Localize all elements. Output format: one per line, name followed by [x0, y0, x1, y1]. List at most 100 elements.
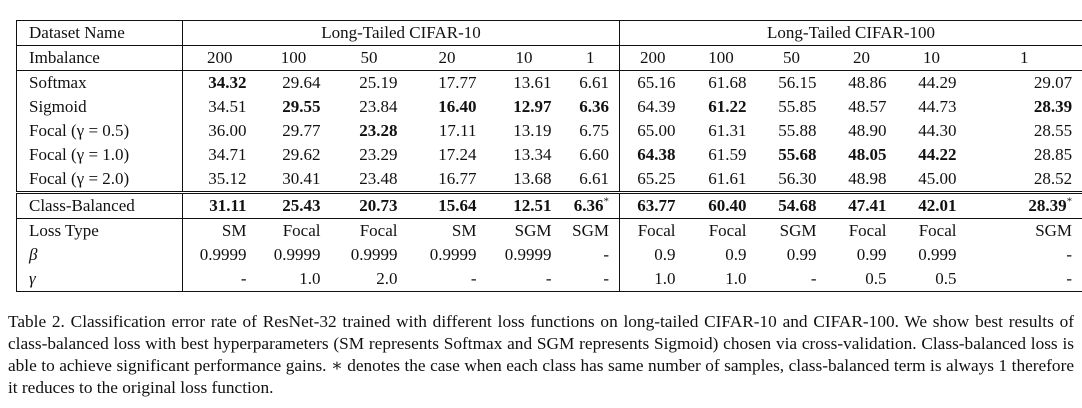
imbalance-100-c100: 100 — [685, 45, 757, 71]
table-cell-bold: 60.40 — [708, 196, 747, 215]
table-cell-bold: 25.43 — [282, 196, 321, 215]
loss-type-row: Loss Type SM Focal Focal SM SGM SGM Focal Focal S… — [16, 218, 1082, 243]
table-cell: SGM — [486, 218, 562, 243]
table-cell-bold: 34.32 — [208, 73, 247, 92]
table-cell: 55.88 — [778, 121, 817, 140]
table-cell-bold: 61.22 — [708, 97, 747, 116]
cifar100-header: Long-Tailed CIFAR-100 — [619, 20, 1082, 46]
table-cell-bold: 29.55 — [282, 97, 321, 116]
table-cell: 35.12 — [208, 169, 247, 188]
table-cell: 17.11 — [438, 121, 477, 140]
table-cell: SM — [182, 218, 257, 243]
table-cell: SGM — [561, 218, 620, 243]
table-row: Sigmoid 34.51 29.55 23.84 16.40 12.97 6.36 64.3… — [16, 95, 1082, 119]
table-cell-bold: 28.39 — [1033, 97, 1073, 116]
table-cell: - — [182, 267, 257, 292]
table-cell: 15.64 — [407, 191, 487, 219]
table-cell-bold: 44.22 — [918, 145, 957, 164]
table-cell: 0.99 — [856, 245, 887, 264]
gamma-row: γ -1.0 2.0- - -1.0 1.0-0.5 0.5- — [16, 267, 1082, 292]
table-cell: 65.00 — [637, 121, 676, 140]
star-marker: * — [1066, 195, 1073, 208]
results-table: Dataset Name Long-Tailed CIFAR-10 Long-T… — [16, 20, 1082, 292]
row-label: Softmax — [16, 70, 183, 95]
table-cell: 48.05 — [827, 143, 897, 167]
table-cell: 55.85 — [778, 97, 817, 116]
table-cell: 48.98 — [848, 169, 887, 188]
table-cell: 48.86 — [826, 70, 897, 95]
table-cell: 13.34 — [513, 145, 552, 164]
table-cell: 61.22 — [686, 95, 757, 119]
table-cell: 28.39 — [966, 95, 1082, 119]
table-cell-bold: 23.28 — [359, 121, 398, 140]
table-cell: 0.5 — [826, 267, 897, 292]
table-cell: Focal — [826, 218, 897, 243]
imbalance-10-c100: 10 — [896, 45, 967, 71]
table-cell: 13.68 — [513, 169, 552, 188]
table-cell: 29.07 — [966, 70, 1082, 95]
beta-row: β 0.9999 0.9999 0.9999 0.9999 0.9999-0.9 0.9 0.… — [16, 243, 1082, 267]
table-cell: 36.00 — [208, 121, 247, 140]
table-cell: Focal — [330, 218, 408, 243]
table-cell: 6.75 — [561, 119, 620, 143]
table-cell: - — [561, 243, 620, 267]
table-cell: 61.31 — [708, 121, 747, 140]
table-cell: 23.29 — [359, 145, 398, 164]
table-cell: 29.64 — [256, 70, 331, 95]
table-cell: 12.97 — [487, 95, 562, 119]
table-cell: 56.15 — [756, 70, 827, 95]
table-cell-bold: 6.36 — [579, 97, 609, 116]
table-cell: 25.43 — [256, 191, 331, 219]
imbalance-20-c10: 20 — [407, 45, 487, 71]
table-cell: 56.30 — [778, 169, 817, 188]
table-cell: 0.999 — [918, 245, 957, 264]
table-cell: 44.22 — [897, 143, 967, 167]
table-cell: 29.55 — [257, 95, 331, 119]
table-cell: 34.71 — [208, 145, 247, 164]
table-cell: 31.11 — [182, 191, 257, 219]
imbalance-1-c10: 1 — [561, 45, 620, 71]
header-row-datasets: Dataset Name Long-Tailed CIFAR-10 Long-T… — [16, 20, 1082, 46]
table-cell: 2.0 — [330, 267, 408, 292]
table-cell: 23.48 — [359, 169, 398, 188]
imbalance-200-c10: 200 — [182, 45, 257, 71]
table-cell: 65.16 — [619, 70, 686, 95]
table-cell: 6.36 — [561, 95, 620, 119]
row-label: Focal (γ = 2.0) — [16, 167, 183, 193]
row-label: Focal (γ = 1.0) — [16, 143, 183, 167]
table-cell: SM — [407, 218, 487, 243]
table-cell: 6.60 — [561, 143, 620, 167]
table-cell: 1.0 — [256, 267, 331, 292]
table-cell: 13.19 — [513, 121, 552, 140]
table-cell: - — [561, 267, 620, 292]
table-caption: Table 2. Classification error rate of Re… — [8, 312, 1074, 397]
table-cell: 28.55 — [966, 119, 1082, 143]
table-cell: 0.9 — [654, 245, 676, 264]
table-cell: 6.36* — [561, 191, 620, 219]
table-cell: 1.0 — [619, 267, 686, 292]
table-cell-bold: 54.68 — [778, 196, 817, 215]
table-cell: 61.61 — [708, 169, 747, 188]
star-marker: * — [603, 195, 610, 208]
imbalance-50-c100: 50 — [756, 45, 827, 71]
table-cell: 0.5 — [896, 267, 967, 292]
table-cell: 0.9 — [725, 245, 747, 264]
table-cell-bold: 55.68 — [778, 145, 817, 164]
imbalance-1-c100: 1 — [966, 45, 1082, 71]
table-cell: Focal — [619, 218, 686, 243]
table-cell: 20.73 — [330, 191, 408, 219]
table-cell: 54.68 — [756, 191, 827, 219]
table-row: Focal (γ = 2.0) 35.12 30.41 23.48 16.77 13.68… — [16, 167, 1082, 193]
row-label: Focal (γ = 0.5) — [16, 119, 183, 143]
table-cell: 64.39 — [637, 97, 676, 116]
imbalance-200-c100: 200 — [619, 45, 686, 71]
table-cell-bold: 48.05 — [848, 145, 887, 164]
table-cell: - — [756, 267, 827, 292]
table-cell: 0.9999 — [199, 245, 247, 264]
table-cell: 16.77 — [438, 169, 477, 188]
table-cell: 29.62 — [282, 145, 321, 164]
table-row: Focal (γ = 1.0) 34.71 29.62 23.29 17.24 13.34… — [16, 143, 1082, 167]
header-row-imbalance: Imbalance 200 100 50 20 10 1 200 100 50 20 10 1 — [16, 45, 1082, 71]
table-cell: - — [407, 267, 487, 292]
table-cell: 55.68 — [757, 143, 827, 167]
